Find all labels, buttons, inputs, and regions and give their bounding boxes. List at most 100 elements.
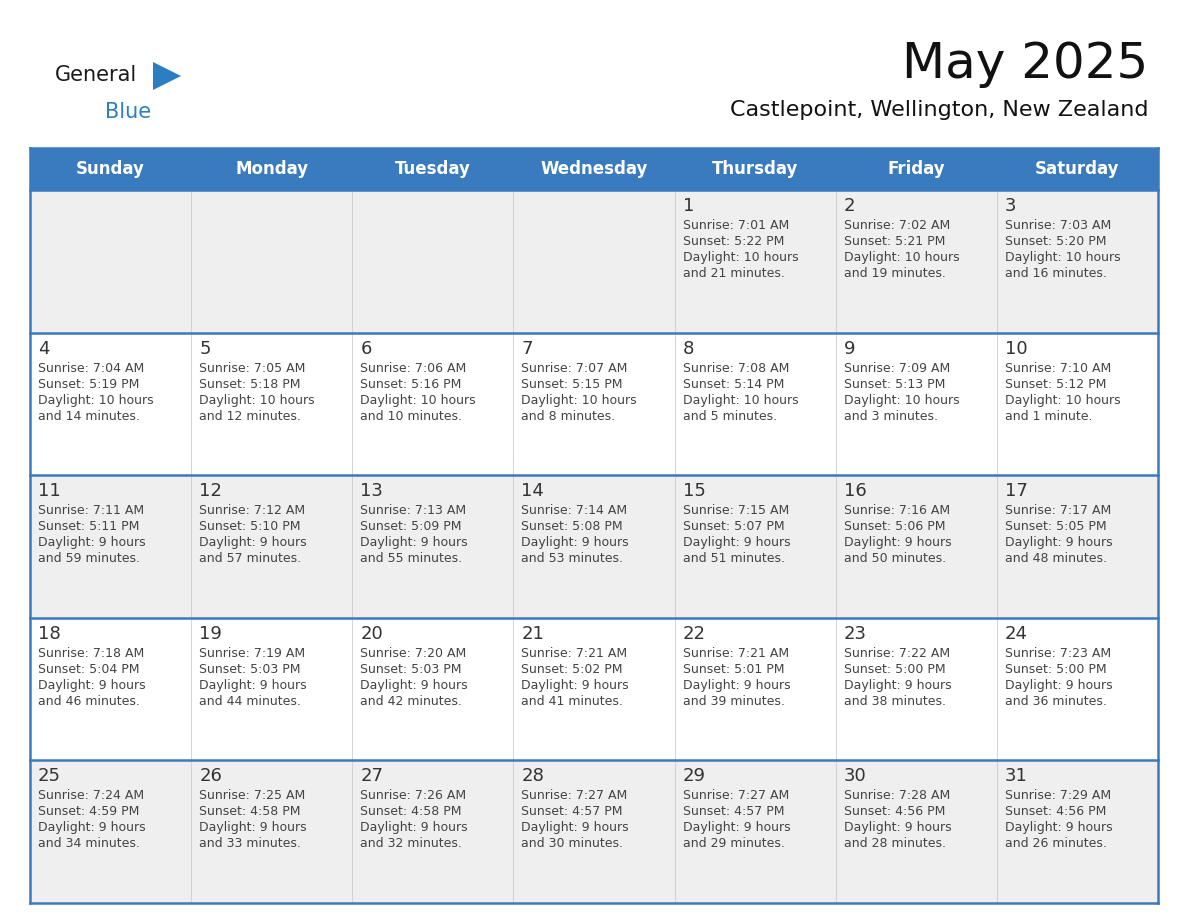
Text: 12: 12 — [200, 482, 222, 500]
Text: and 41 minutes.: and 41 minutes. — [522, 695, 624, 708]
Text: Sunset: 5:10 PM: Sunset: 5:10 PM — [200, 521, 301, 533]
Text: Sunset: 5:04 PM: Sunset: 5:04 PM — [38, 663, 139, 676]
Text: Sunset: 5:15 PM: Sunset: 5:15 PM — [522, 377, 623, 390]
Text: 11: 11 — [38, 482, 61, 500]
Text: Daylight: 10 hours: Daylight: 10 hours — [200, 394, 315, 407]
Text: Daylight: 9 hours: Daylight: 9 hours — [360, 822, 468, 834]
Text: 29: 29 — [683, 767, 706, 786]
Text: 3: 3 — [1005, 197, 1017, 215]
Text: Sunset: 5:03 PM: Sunset: 5:03 PM — [360, 663, 462, 676]
Text: Sunrise: 7:24 AM: Sunrise: 7:24 AM — [38, 789, 144, 802]
Bar — [513, 148, 675, 190]
Text: Sunrise: 7:11 AM: Sunrise: 7:11 AM — [38, 504, 144, 517]
Text: May 2025: May 2025 — [902, 40, 1148, 88]
Text: Sunset: 5:14 PM: Sunset: 5:14 PM — [683, 377, 784, 390]
Text: Wednesday: Wednesday — [541, 160, 647, 178]
Text: Monday: Monday — [235, 160, 308, 178]
Text: 19: 19 — [200, 625, 222, 643]
Text: Sunrise: 7:05 AM: Sunrise: 7:05 AM — [200, 362, 305, 375]
Text: Sunset: 5:03 PM: Sunset: 5:03 PM — [200, 663, 301, 676]
Text: Sunset: 5:21 PM: Sunset: 5:21 PM — [843, 235, 946, 248]
Text: Daylight: 9 hours: Daylight: 9 hours — [1005, 822, 1112, 834]
Bar — [30, 332, 1158, 476]
Text: Sunset: 4:57 PM: Sunset: 4:57 PM — [522, 805, 623, 819]
Text: Daylight: 10 hours: Daylight: 10 hours — [683, 251, 798, 264]
Text: Daylight: 9 hours: Daylight: 9 hours — [522, 822, 630, 834]
Text: 14: 14 — [522, 482, 544, 500]
Text: Sunrise: 7:27 AM: Sunrise: 7:27 AM — [522, 789, 627, 802]
Text: Sunrise: 7:21 AM: Sunrise: 7:21 AM — [683, 647, 789, 660]
Text: 21: 21 — [522, 625, 544, 643]
Bar — [30, 148, 191, 190]
Text: and 29 minutes.: and 29 minutes. — [683, 837, 784, 850]
Text: General: General — [55, 65, 138, 85]
Text: 28: 28 — [522, 767, 544, 786]
Text: Sunrise: 7:15 AM: Sunrise: 7:15 AM — [683, 504, 789, 517]
Text: Sunset: 5:00 PM: Sunset: 5:00 PM — [1005, 663, 1106, 676]
Text: and 16 minutes.: and 16 minutes. — [1005, 267, 1107, 280]
Text: Sunrise: 7:09 AM: Sunrise: 7:09 AM — [843, 362, 950, 375]
Text: 20: 20 — [360, 625, 383, 643]
Text: Sunset: 4:58 PM: Sunset: 4:58 PM — [360, 805, 462, 819]
Text: Daylight: 10 hours: Daylight: 10 hours — [360, 394, 476, 407]
Text: Sunset: 5:08 PM: Sunset: 5:08 PM — [522, 521, 623, 533]
Text: Sunrise: 7:29 AM: Sunrise: 7:29 AM — [1005, 789, 1111, 802]
Text: Daylight: 9 hours: Daylight: 9 hours — [683, 822, 790, 834]
Text: and 14 minutes.: and 14 minutes. — [38, 409, 140, 422]
Text: and 8 minutes.: and 8 minutes. — [522, 409, 615, 422]
Text: 24: 24 — [1005, 625, 1028, 643]
Text: and 38 minutes.: and 38 minutes. — [843, 695, 946, 708]
Text: Sunrise: 7:16 AM: Sunrise: 7:16 AM — [843, 504, 950, 517]
Text: Sunrise: 7:13 AM: Sunrise: 7:13 AM — [360, 504, 467, 517]
Text: Sunrise: 7:25 AM: Sunrise: 7:25 AM — [200, 789, 305, 802]
Bar — [675, 148, 835, 190]
Text: 1: 1 — [683, 197, 694, 215]
Text: Sunset: 5:22 PM: Sunset: 5:22 PM — [683, 235, 784, 248]
Text: Sunset: 5:16 PM: Sunset: 5:16 PM — [360, 377, 462, 390]
Text: Daylight: 9 hours: Daylight: 9 hours — [1005, 678, 1112, 692]
Bar — [30, 760, 1158, 903]
Text: and 51 minutes.: and 51 minutes. — [683, 553, 784, 565]
Text: 6: 6 — [360, 340, 372, 358]
Text: 10: 10 — [1005, 340, 1028, 358]
Text: Sunset: 4:59 PM: Sunset: 4:59 PM — [38, 805, 139, 819]
Text: 26: 26 — [200, 767, 222, 786]
Text: Sunset: 5:18 PM: Sunset: 5:18 PM — [200, 377, 301, 390]
Text: and 10 minutes.: and 10 minutes. — [360, 409, 462, 422]
Text: Sunset: 4:57 PM: Sunset: 4:57 PM — [683, 805, 784, 819]
Text: and 1 minute.: and 1 minute. — [1005, 409, 1092, 422]
Bar — [997, 148, 1158, 190]
Text: Daylight: 10 hours: Daylight: 10 hours — [522, 394, 637, 407]
Text: Daylight: 10 hours: Daylight: 10 hours — [683, 394, 798, 407]
Text: and 57 minutes.: and 57 minutes. — [200, 553, 302, 565]
Text: Daylight: 9 hours: Daylight: 9 hours — [38, 822, 146, 834]
Text: and 33 minutes.: and 33 minutes. — [200, 837, 301, 850]
Text: and 32 minutes.: and 32 minutes. — [360, 837, 462, 850]
Text: and 59 minutes.: and 59 minutes. — [38, 553, 140, 565]
Text: Sunrise: 7:01 AM: Sunrise: 7:01 AM — [683, 219, 789, 232]
Text: Sunrise: 7:14 AM: Sunrise: 7:14 AM — [522, 504, 627, 517]
Text: Sunrise: 7:10 AM: Sunrise: 7:10 AM — [1005, 362, 1111, 375]
Polygon shape — [153, 62, 181, 90]
Text: Sunset: 5:01 PM: Sunset: 5:01 PM — [683, 663, 784, 676]
Text: Daylight: 9 hours: Daylight: 9 hours — [683, 536, 790, 549]
Text: Sunset: 5:11 PM: Sunset: 5:11 PM — [38, 521, 139, 533]
Bar — [30, 476, 1158, 618]
Text: Daylight: 9 hours: Daylight: 9 hours — [683, 678, 790, 692]
Text: and 26 minutes.: and 26 minutes. — [1005, 837, 1107, 850]
Bar — [191, 148, 353, 190]
Text: Sunset: 4:56 PM: Sunset: 4:56 PM — [843, 805, 946, 819]
Text: Daylight: 10 hours: Daylight: 10 hours — [843, 251, 960, 264]
Bar — [30, 190, 1158, 332]
Text: Sunset: 5:06 PM: Sunset: 5:06 PM — [843, 521, 946, 533]
Text: Daylight: 9 hours: Daylight: 9 hours — [38, 678, 146, 692]
Text: 4: 4 — [38, 340, 50, 358]
Text: Castlepoint, Wellington, New Zealand: Castlepoint, Wellington, New Zealand — [729, 100, 1148, 120]
Text: Daylight: 9 hours: Daylight: 9 hours — [843, 536, 952, 549]
Text: Sunrise: 7:26 AM: Sunrise: 7:26 AM — [360, 789, 467, 802]
Text: Sunset: 5:20 PM: Sunset: 5:20 PM — [1005, 235, 1106, 248]
Text: Sunrise: 7:07 AM: Sunrise: 7:07 AM — [522, 362, 627, 375]
Text: Sunset: 5:00 PM: Sunset: 5:00 PM — [843, 663, 946, 676]
Text: Friday: Friday — [887, 160, 946, 178]
Text: Saturday: Saturday — [1035, 160, 1119, 178]
